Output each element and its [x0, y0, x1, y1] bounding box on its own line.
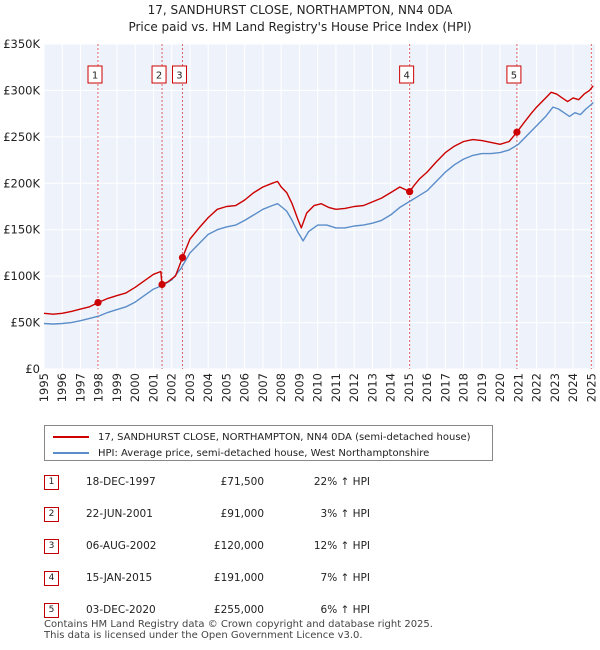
chart: 17, SANDHURST CLOSE, NORTHAMPTON, NN4 0D…	[3, 3, 598, 402]
plot-area	[44, 44, 595, 369]
sale-marker	[158, 280, 166, 289]
legend: 17, SANDHURST CLOSE, NORTHAMPTON, NN4 0D…	[44, 425, 493, 461]
sale-price: £91,000	[220, 508, 264, 520]
sale-marker	[406, 188, 414, 196]
x-tick-label: 2005	[219, 373, 233, 402]
x-tick-label: 2001	[146, 373, 160, 402]
sale-hpi-change: 12% ↑ HPI	[313, 540, 370, 552]
x-tick-label: 2000	[128, 373, 142, 402]
sale-price: £255,000	[213, 604, 264, 616]
legend-label-hpi: HPI: Average price, semi-detached house,…	[98, 447, 430, 459]
x-tick-label: 1996	[55, 373, 69, 402]
x-tick-label: 2016	[420, 373, 434, 402]
sale-row: 5 03-DEC-2020 £255,000 6% ↑ HPI	[0, 601, 600, 621]
sale-label-number: 2	[156, 71, 162, 82]
y-tick-label: £100K	[3, 269, 40, 283]
series-line-hpi	[43, 102, 594, 325]
sale-number: 5	[44, 603, 59, 618]
chart-title: 17, SANDHURST CLOSE, NORTHAMPTON, NN4 0D…	[148, 3, 453, 17]
sale-date: 18-DEC-1997	[86, 476, 156, 488]
sale-marker	[178, 253, 187, 262]
y-tick-label: £50K	[11, 316, 41, 330]
footer-copyright: Contains HM Land Registry data © Crown c…	[44, 619, 433, 630]
y-tick-label: £350K	[3, 37, 40, 51]
sale-date: 06-AUG-2002	[86, 540, 157, 552]
legend-item-hpi: HPI: Average price, semi-detached house,…	[53, 445, 429, 461]
sale-label-box	[506, 65, 522, 84]
sale-hpi-change: 3% ↑ HPI	[320, 508, 370, 520]
sale-label-box	[171, 65, 187, 84]
chart-subtitle: Price paid vs. HM Land Registry's House …	[128, 20, 471, 34]
x-tick-label: 2006	[238, 373, 252, 402]
legend-swatch-hpi	[53, 452, 89, 454]
sale-label-box	[399, 65, 415, 84]
x-tick-label: 1995	[37, 373, 51, 402]
sale-row: 3 06-AUG-2002 £120,000 12% ↑ HPI	[0, 537, 600, 557]
legend-label-property: 17, SANDHURST CLOSE, NORTHAMPTON, NN4 0D…	[98, 431, 471, 443]
sale-date: 22-JUN-2001	[86, 508, 153, 520]
x-tick-label: 2014	[384, 373, 398, 402]
sale-marker	[513, 128, 521, 136]
sale-price: £71,500	[220, 476, 264, 488]
x-tick-label: 2012	[347, 373, 361, 402]
sale-marker	[94, 299, 102, 307]
footer: Contains HM Land Registry data © Crown c…	[44, 619, 433, 641]
x-tick-label: 2008	[274, 373, 288, 402]
footer-licence: This data is licensed under the Open Gov…	[44, 630, 363, 641]
x-tick-label: 2023	[548, 373, 562, 402]
x-tick-label: 1999	[110, 373, 124, 402]
x-tick-label: 2015	[402, 373, 416, 402]
sale-label-number: 5	[511, 71, 517, 82]
sale-label-number: 4	[403, 71, 409, 82]
sale-row: 4 15-JAN-2015 £191,000 7% ↑ HPI	[0, 569, 600, 589]
x-tick-label: 1998	[92, 373, 106, 402]
series-line-property	[43, 85, 594, 315]
x-tick-label: 2007	[256, 373, 270, 402]
x-tick-label: 2003	[183, 373, 197, 402]
sale-label-number: 1	[92, 71, 98, 82]
x-tick-label: 2002	[165, 373, 179, 402]
sale-price: £191,000	[213, 572, 264, 584]
y-tick-label: £300K	[3, 83, 40, 97]
sale-price: £120,000	[213, 540, 264, 552]
y-tick-label: £250K	[3, 130, 40, 144]
sale-number: 4	[44, 571, 59, 586]
sale-number: 1	[44, 475, 59, 490]
sale-date: 03-DEC-2020	[86, 604, 156, 616]
x-tick-label: 2020	[493, 373, 507, 402]
x-tick-label: 2010	[311, 373, 325, 402]
sale-label-box	[87, 65, 103, 84]
sale-row: 2 22-JUN-2001 £91,000 3% ↑ HPI	[0, 505, 600, 525]
x-tick-label: 2018	[457, 373, 471, 402]
sale-label-number: 3	[176, 71, 182, 82]
sale-number: 3	[44, 539, 59, 554]
y-tick-label: £0	[25, 362, 40, 376]
x-tick-label: 2024	[566, 373, 580, 402]
x-tick-label: 2013	[365, 373, 379, 402]
y-tick-label: £150K	[3, 223, 40, 237]
x-tick-label: 2025	[584, 373, 598, 402]
x-tick-label: 2021	[511, 373, 525, 402]
y-tick-label: £200K	[3, 176, 40, 190]
legend-swatch-property	[53, 436, 89, 438]
sale-label-box	[151, 65, 167, 84]
x-tick-label: 2009	[292, 373, 306, 402]
x-tick-label: 2017	[438, 373, 452, 402]
sale-date: 15-JAN-2015	[86, 572, 153, 584]
sale-row: 1 18-DEC-1997 £71,500 22% ↑ HPI	[0, 473, 600, 493]
x-tick-label: 2011	[329, 373, 343, 402]
sale-hpi-change: 7% ↑ HPI	[320, 572, 370, 584]
x-tick-label: 1997	[73, 373, 87, 402]
x-tick-label: 2019	[475, 373, 489, 402]
x-tick-label: 2022	[530, 373, 544, 402]
x-tick-label: 2004	[201, 373, 215, 402]
sale-number: 2	[44, 507, 59, 522]
sale-hpi-change: 22% ↑ HPI	[313, 476, 370, 488]
sale-hpi-change: 6% ↑ HPI	[320, 604, 370, 616]
legend-item-property: 17, SANDHURST CLOSE, NORTHAMPTON, NN4 0D…	[53, 429, 471, 445]
